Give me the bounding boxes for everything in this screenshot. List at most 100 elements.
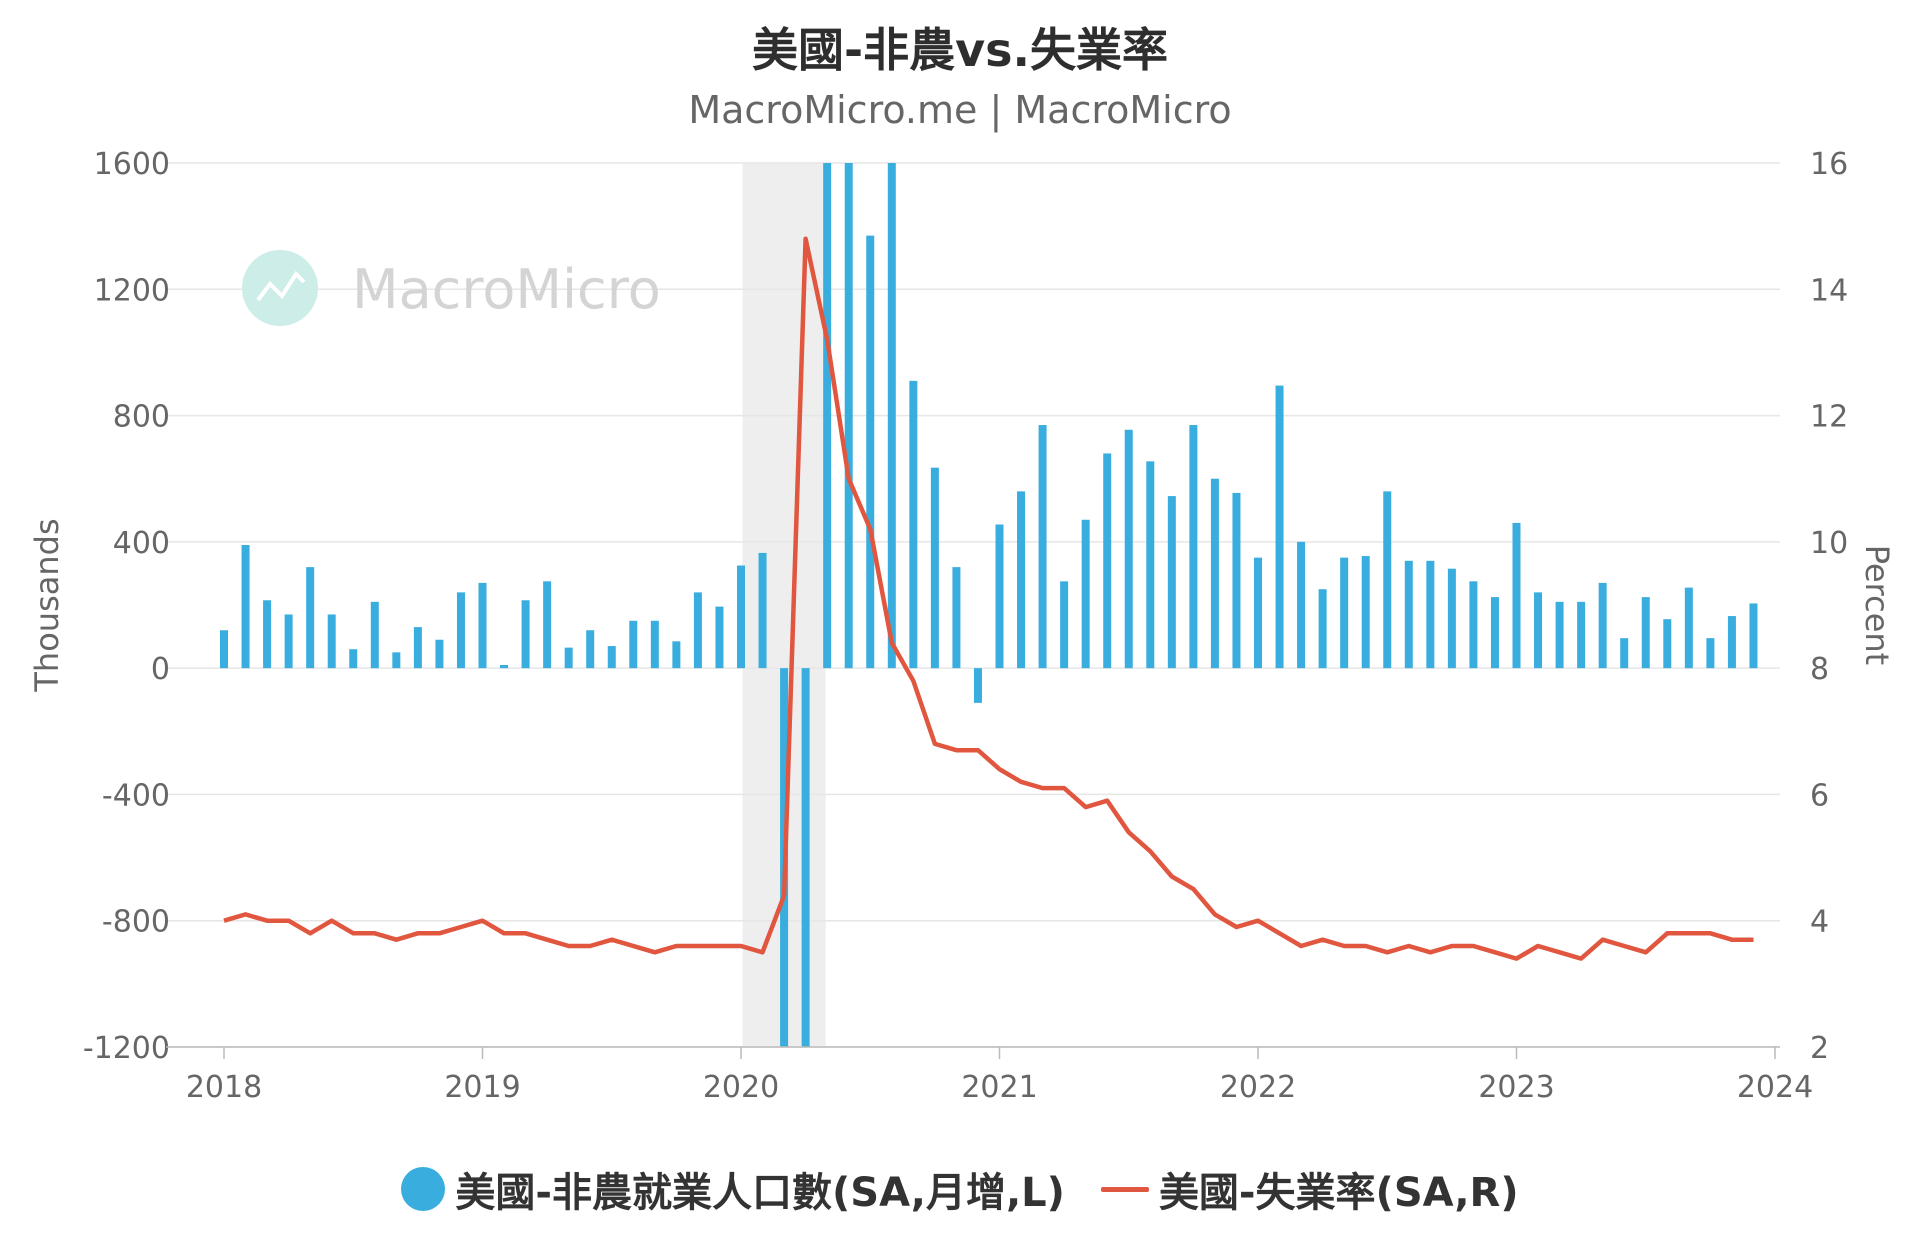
chart-subtitle: MacroMicro.me | MacroMicro: [688, 88, 1232, 132]
nonfarm-bar: [1254, 557, 1262, 669]
x-tick-label: 2024: [1737, 1070, 1813, 1105]
nonfarm-bar: [930, 467, 939, 669]
watermark-logo-icon: [242, 250, 318, 326]
nonfarm-bar: [435, 639, 444, 669]
nonfarm-bar: [1232, 492, 1241, 669]
nonfarm-bar: [1318, 589, 1327, 669]
watermark-logo-glyph: [256, 270, 306, 302]
nonfarm-bar: [1598, 582, 1607, 669]
x-tick-label: 2021: [961, 1070, 1037, 1105]
nonfarm-bar: [1577, 601, 1586, 669]
x-tick-label: 2022: [1220, 1070, 1296, 1105]
nonfarm-bar: [1469, 581, 1478, 669]
nonfarm-bar: [1749, 603, 1758, 669]
nonfarm-bar: [844, 163, 853, 669]
x-tick-label: 2020: [703, 1070, 779, 1105]
nonfarm-bar: [1641, 597, 1650, 669]
nonfarm-bar: [715, 606, 724, 669]
nonfarm-bar: [1706, 638, 1715, 669]
legend-circle-marker: [401, 1167, 446, 1211]
nonfarm-bar: [629, 620, 638, 669]
nonfarm-bar: [1081, 519, 1090, 669]
nonfarm-bar: [607, 646, 616, 669]
axis-titles: Thousands Percent: [28, 518, 1896, 692]
nonfarm-bar: [263, 600, 272, 669]
left-tick-label: 0: [151, 652, 170, 687]
nonfarm-bar: [1663, 619, 1672, 669]
nonfarm-bar: [1297, 541, 1306, 669]
legend-label-nonfarm: 美國-非農就業人口數(SA,月增,L): [455, 1170, 1065, 1216]
nonfarm-bar: [413, 627, 422, 669]
right-tick-label: 10: [1810, 526, 1848, 561]
nonfarm-bar: [1534, 592, 1543, 669]
left-axis-ticks: 1600 1200 800 400 0 -400 -800 -1200: [83, 147, 170, 1066]
nonfarm-bar: [737, 565, 745, 669]
nonfarm-bar: [1490, 597, 1499, 669]
nonfarm-bar: [1017, 491, 1026, 669]
nonfarm-bar: [1555, 601, 1564, 669]
nonfarm-bar: [823, 163, 832, 669]
left-tick-label: -400: [102, 778, 170, 813]
legend-item-nonfarm[interactable]: 美國-非農就業人口數(SA,月增,L): [401, 1160, 1065, 1218]
nonfarm-bar: [1404, 560, 1413, 669]
right-tick-label: 2: [1810, 1031, 1829, 1066]
right-tick-label: 14: [1810, 273, 1848, 308]
x-tick-label: 2019: [444, 1070, 520, 1105]
nonfarm-bar: [1189, 425, 1198, 669]
left-tick-label: -800: [102, 905, 170, 940]
right-tick-label: 16: [1810, 147, 1848, 182]
nonfarm-bar: [500, 664, 509, 669]
nonfarm-bar: [995, 524, 1004, 669]
right-tick-label: 4: [1810, 905, 1829, 940]
nonfarm-bar: [1361, 556, 1370, 669]
left-tick-label: 1600: [94, 147, 170, 182]
left-tick-label: 800: [113, 400, 170, 435]
right-axis-title: Percent: [1858, 545, 1896, 665]
right-tick-label: 8: [1810, 652, 1829, 687]
nonfarm-bar: [1060, 581, 1069, 669]
x-tick-label: 2018: [186, 1070, 262, 1105]
nonfarm-bar: [1447, 568, 1456, 669]
nonfarm-bar: [220, 630, 228, 669]
nonfarm-bar: [1167, 496, 1176, 669]
left-tick-label: -1200: [83, 1031, 170, 1066]
nonfarm-bar: [1146, 461, 1155, 669]
nonfarm-bar: [693, 592, 702, 669]
nonfarm-bar: [1103, 453, 1112, 669]
nonfarm-bar: [521, 600, 530, 669]
nonfarm-bar: [909, 380, 918, 669]
nonfarm-bar: [1684, 587, 1693, 669]
nonfarm-bar: [866, 235, 875, 669]
watermark-text: MacroMicro: [352, 258, 661, 321]
nonfarm-bar: [327, 614, 336, 669]
nonfarm-bar: [1340, 557, 1349, 669]
legend-item-unemployment[interactable]: 美國-失業率(SA,R): [1100, 1160, 1519, 1218]
x-axis: 2018 2019 2020 2021 2022 2023 2024: [166, 1046, 1813, 1105]
nonfarm-bar: [349, 649, 358, 669]
nonfarm-bar: [801, 668, 810, 1047]
left-axis-title: Thousands: [28, 518, 66, 692]
x-tick-label: 2023: [1478, 1070, 1554, 1105]
nonfarm-bar: [1383, 491, 1392, 669]
nonfarm-bar: [650, 620, 659, 669]
nonfarm-bar: [672, 641, 681, 669]
unemployment-line: [223, 236, 1754, 961]
legend-line-marker: [1100, 1186, 1149, 1192]
bar-series: [220, 163, 1758, 1047]
nonfarm-bar: [1426, 560, 1435, 669]
nonfarm-bar: [1275, 385, 1284, 669]
nonfarm-bar: [543, 581, 552, 669]
nonfarm-bar: [370, 601, 379, 669]
nonfarm-bar: [758, 552, 767, 669]
nonfarm-bar: [1038, 425, 1047, 669]
nonfarm-bar: [1727, 616, 1736, 669]
chart-title: 美國-非農vs.失業率: [752, 23, 1168, 77]
legend: 美國-非農就業人口數(SA,月增,L) 美國-失業率(SA,R): [0, 1160, 1920, 1218]
left-tick-label: 400: [113, 526, 170, 561]
nonfarm-bar: [973, 668, 982, 703]
nonfarm-bar: [456, 592, 465, 669]
left-tick-label: 1200: [94, 273, 170, 308]
nonfarm-bar: [1620, 638, 1629, 669]
nonfarm-bar: [306, 567, 315, 669]
line-series: [223, 236, 1754, 961]
